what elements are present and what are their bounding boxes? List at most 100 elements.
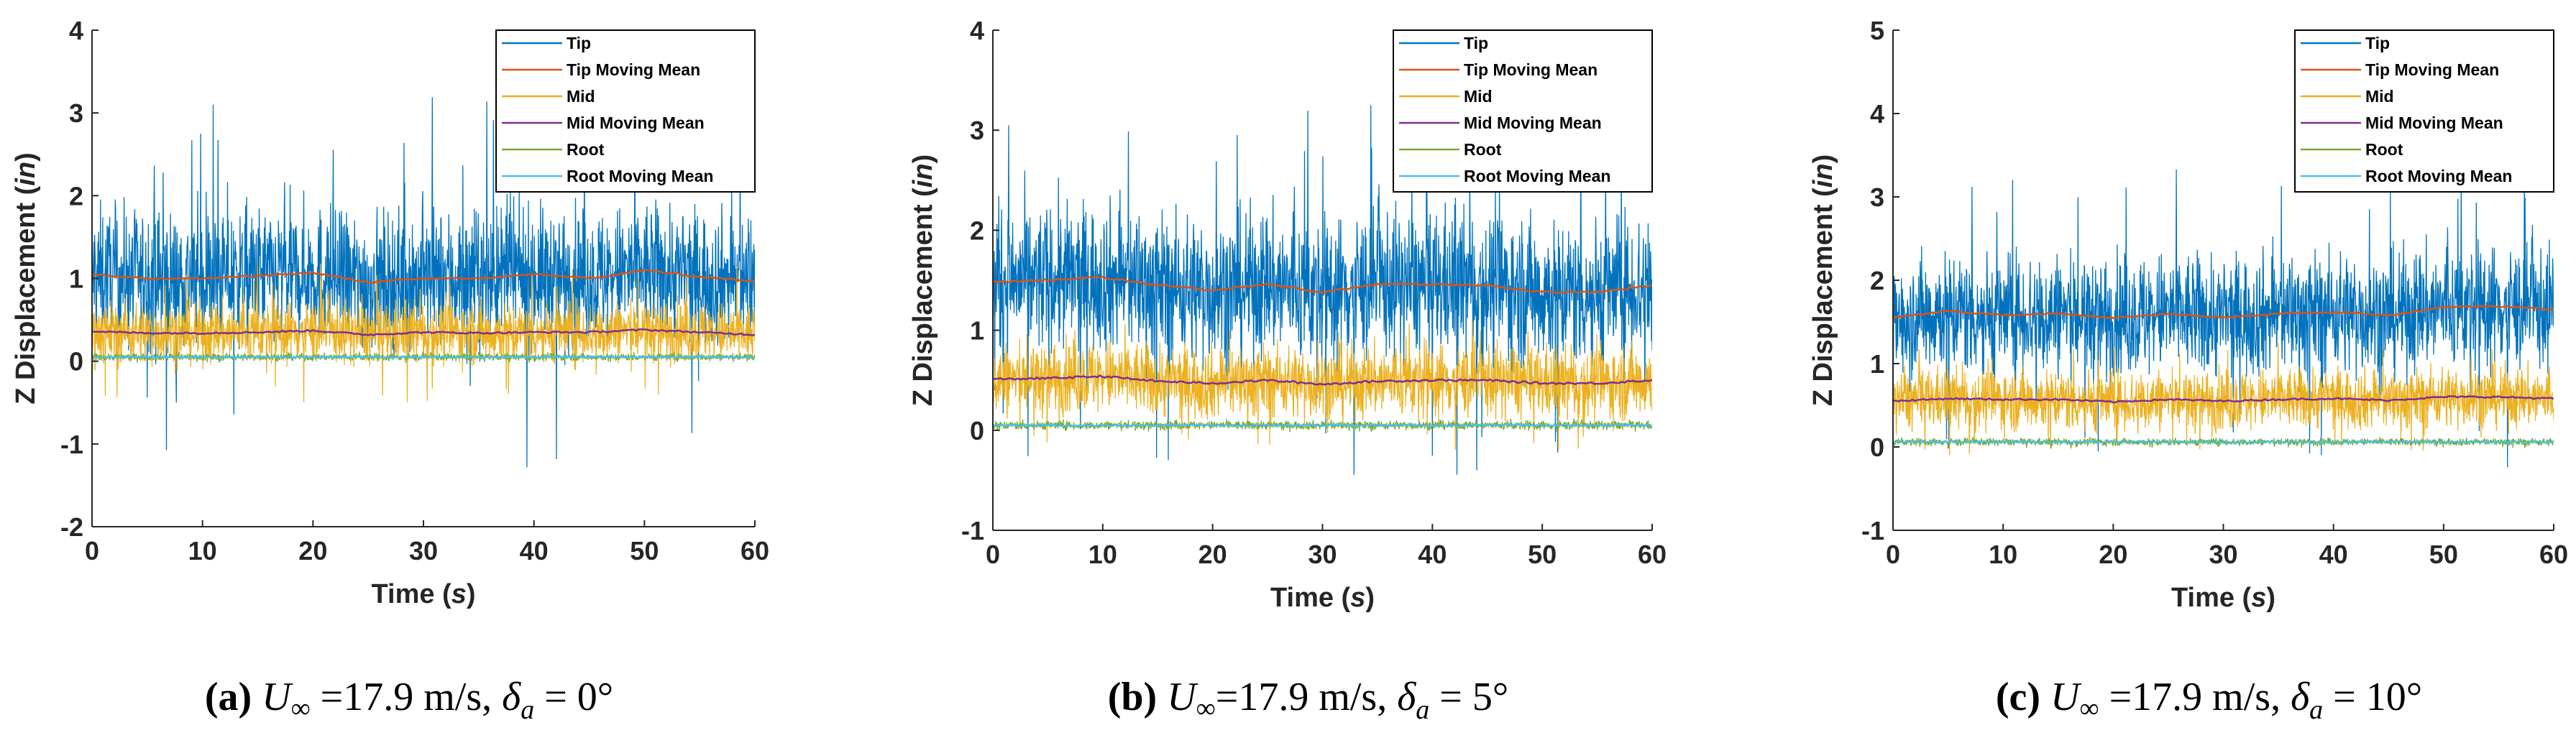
x-tick-label: 50	[2429, 540, 2458, 569]
legend: Tip Tip Moving Mean Mid Mid Moving Mean Root…	[1393, 29, 1653, 193]
y-axis-label: Z Displacement (in)	[908, 154, 938, 407]
legend-box	[1393, 29, 1653, 193]
legend-box	[2294, 29, 2554, 193]
x-axis-label: Time (s)	[1270, 583, 1375, 613]
y-tick-label: 2	[69, 181, 83, 211]
legend-label: Tip Moving Mean	[1464, 60, 1598, 79]
legend-label: Mid Moving Mean	[1464, 114, 1602, 132]
x-tick-label: 60	[741, 536, 769, 566]
y-axis-label: Z Displacement (in)	[11, 152, 41, 405]
x-tick-label: 20	[1198, 540, 1227, 569]
legend: Tip Tip Moving Mean Mid Mid Moving Mean Root…	[2294, 29, 2554, 193]
x-tick-label: 10	[188, 536, 217, 566]
x-tick-label: 30	[409, 536, 438, 566]
x-axis-label: Time (s)	[371, 579, 475, 609]
legend-item: Tip Moving Mean	[502, 60, 700, 79]
legend-label: Tip Moving Mean	[567, 60, 700, 79]
legend-item: Tip Moving Mean	[1399, 60, 1598, 79]
series-line-tip-moving-mean	[993, 275, 1652, 295]
legend-label: Tip	[2365, 34, 2390, 52]
legend-label: Mid	[2365, 87, 2394, 106]
legend-label: Tip Moving Mean	[2365, 60, 2499, 79]
subplot-a: 0 10 20 30 40 50 60 -2 -1 0 1 2 3 4 Time (s) Z Displace…	[11, 16, 769, 725]
series-line-tip-moving-mean	[92, 268, 755, 285]
x-tick-label: 10	[1088, 540, 1117, 569]
x-tick-label: 0	[1886, 540, 1900, 569]
series-line-mid	[993, 321, 1652, 451]
y-tick-label: 1	[69, 264, 83, 294]
legend-item: Root Moving Mean	[1399, 167, 1610, 185]
legend-label: Mid	[567, 87, 595, 106]
y-tick-label: 1	[970, 316, 984, 346]
x-tick-label: 40	[520, 536, 549, 566]
x-tick-label: 20	[298, 536, 327, 566]
x-tick-label: 50	[1528, 540, 1557, 569]
x-tick-label: 50	[630, 536, 659, 566]
series-line-root-moving-mean	[993, 423, 1652, 428]
y-tick-label: 3	[1870, 183, 1884, 212]
x-tick-label: 40	[1418, 540, 1447, 569]
plot-area	[1893, 163, 2554, 468]
series-line-tip	[993, 105, 1652, 475]
series-line-tip-moving-mean	[1893, 305, 2554, 320]
series-line-mid-moving-mean	[993, 374, 1652, 386]
series-line-mid-moving-mean	[92, 328, 755, 336]
legend-label: Mid Moving Mean	[2365, 114, 2503, 132]
legend-item: Root Moving Mean	[2301, 167, 2512, 185]
y-tick-label: -1	[1861, 516, 1884, 545]
y-tick-label: -1	[60, 430, 83, 459]
legend-item: Mid Moving Mean	[502, 114, 705, 132]
legend-item: Tip	[1399, 34, 1488, 52]
legend-item: Mid Moving Mean	[1399, 114, 1602, 132]
plot-area	[993, 105, 1652, 475]
y-tick-label: 3	[970, 116, 984, 145]
y-tick-label: 2	[970, 216, 984, 245]
legend-item: Mid	[502, 87, 595, 106]
legend: Tip Tip Moving Mean Mid Mid Moving Mean Root…	[495, 29, 756, 193]
x-tick-label: 10	[1989, 540, 2017, 569]
x-tick-label: 60	[1638, 540, 1667, 569]
subfigure-caption: (b) U∞=17.9 m/s, δa = 5°	[1108, 675, 1509, 725]
legend-label: Root	[2365, 140, 2403, 159]
legend-label: Tip	[567, 34, 591, 52]
x-tick-label: 0	[85, 536, 99, 566]
legend-item: Mid	[2301, 87, 2394, 106]
y-tick-label: -2	[60, 512, 83, 542]
legend-label: Root Moving Mean	[567, 167, 713, 185]
legend-item: Mid	[1399, 87, 1493, 106]
legend-label: Mid	[1464, 87, 1493, 106]
y-tick-label: 0	[970, 416, 984, 446]
legend-item: Tip Moving Mean	[2301, 60, 2499, 79]
legend-box	[495, 29, 756, 193]
y-tick-label: 5	[1870, 16, 1884, 45]
x-tick-label: 30	[1308, 540, 1337, 569]
series-line-root-moving-mean	[1893, 440, 2554, 444]
x-tick-label: 30	[2209, 540, 2237, 569]
legend-item: Root	[502, 140, 605, 159]
legend-item: Root Moving Mean	[502, 167, 713, 185]
y-tick-label: 4	[970, 16, 984, 45]
y-tick-label: 1	[1870, 349, 1884, 379]
legend-label: Root	[567, 140, 605, 159]
x-tick-label: 20	[2099, 540, 2127, 569]
y-tick-label: 2	[1870, 266, 1884, 295]
legend-item: Tip	[2301, 34, 2390, 52]
legend-label: Mid Moving Mean	[567, 114, 705, 132]
y-tick-label: 0	[69, 347, 83, 377]
legend-item: Root	[2301, 140, 2403, 159]
subfigure-caption: (c) U∞ =17.9 m/s, δa = 10°	[1996, 675, 2422, 725]
series-line-tip	[1893, 163, 2554, 468]
y-tick-label: 0	[1870, 433, 1884, 462]
series-line-root-moving-mean	[92, 355, 755, 359]
legend-label: Root Moving Mean	[1464, 167, 1610, 185]
legend-item: Root	[1399, 140, 1502, 159]
y-tick-label: 4	[69, 16, 83, 45]
legend-item: Mid Moving Mean	[2301, 114, 2503, 132]
legend-item: Tip	[502, 34, 591, 52]
x-tick-label: 40	[2319, 540, 2348, 569]
subfigure-caption: (a) U∞ =17.9 m/s, δa = 0°	[205, 675, 613, 725]
y-tick-label: -1	[961, 516, 984, 545]
